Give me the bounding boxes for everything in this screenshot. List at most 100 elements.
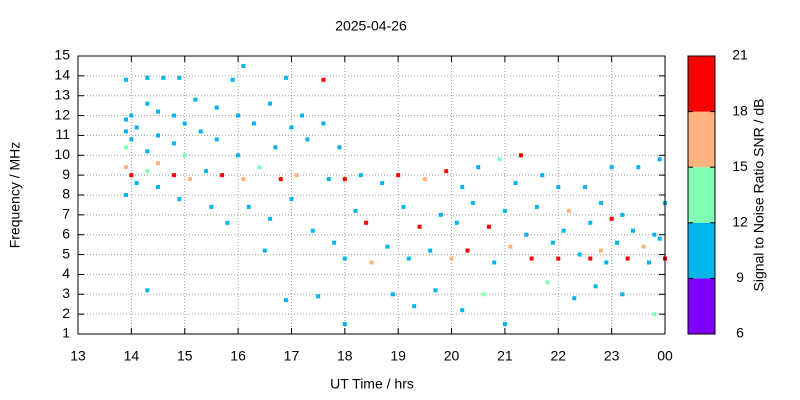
data-point — [460, 308, 465, 313]
data-point — [326, 177, 331, 182]
data-point — [513, 181, 518, 186]
data-point — [657, 236, 662, 241]
data-point — [124, 129, 129, 134]
x-tick-label: 23 — [604, 348, 620, 364]
colorbar-frame — [687, 55, 716, 335]
data-point — [134, 125, 139, 130]
data-point — [353, 208, 358, 213]
data-point — [124, 165, 129, 170]
data-point — [316, 294, 321, 299]
data-point — [172, 141, 177, 146]
plot-frame — [77, 55, 666, 335]
y-tick-label: 6 — [62, 225, 70, 241]
colorbar-tick-label: 21 — [732, 47, 748, 63]
data-point — [182, 121, 187, 126]
y-tick-label: 14 — [54, 67, 70, 83]
data-point — [582, 185, 587, 190]
data-point — [220, 173, 225, 178]
data-point — [577, 252, 582, 257]
data-point — [257, 165, 262, 170]
y-tick-label: 10 — [54, 146, 70, 162]
x-tick-label: 19 — [390, 348, 406, 364]
colorbar-label: Signal to Noise Ratio SNR / dB — [751, 99, 767, 292]
data-point — [481, 292, 486, 297]
data-point — [534, 204, 539, 209]
y-tick-label: 4 — [62, 265, 70, 281]
data-point — [641, 244, 646, 249]
colorbar-tick-label: 12 — [732, 214, 748, 230]
data-point — [646, 260, 651, 265]
data-point — [124, 193, 129, 197]
data-point — [502, 208, 507, 213]
chart-title: 2025-04-26 — [335, 18, 407, 34]
data-point — [561, 228, 566, 233]
colorbar-segment — [688, 111, 715, 168]
data-point — [609, 165, 614, 170]
x-tick-label: 13 — [70, 348, 86, 364]
data-point — [193, 97, 198, 102]
data-point — [598, 200, 603, 205]
data-point — [454, 220, 459, 225]
data-point — [449, 256, 454, 261]
y-axis-label: Frequency / MHz — [7, 142, 23, 249]
x-tick-label: 20 — [444, 348, 460, 364]
data-point — [401, 204, 406, 209]
data-point — [566, 208, 571, 213]
data-point — [246, 204, 251, 209]
data-point — [156, 185, 161, 190]
data-point — [620, 292, 625, 297]
data-point — [652, 312, 657, 317]
data-point — [572, 296, 577, 301]
data-point — [145, 288, 150, 293]
data-point — [145, 75, 150, 80]
data-point — [342, 177, 347, 182]
x-tick-label: 18 — [337, 348, 353, 364]
data-point — [156, 161, 161, 166]
data-point — [124, 117, 129, 122]
data-point — [470, 200, 475, 205]
colorbar-segment — [688, 56, 715, 112]
data-point — [556, 185, 561, 190]
data-point — [134, 181, 139, 186]
data-point — [502, 322, 507, 327]
data-point — [145, 169, 150, 174]
data-point — [289, 125, 294, 130]
data-point — [342, 256, 347, 261]
data-point — [358, 173, 363, 178]
y-tick-label: 11 — [55, 126, 70, 142]
data-point — [465, 248, 470, 253]
data-point — [518, 153, 523, 158]
data-point — [177, 75, 182, 80]
data-point — [300, 113, 305, 118]
data-point — [545, 280, 550, 285]
data-point — [214, 137, 219, 142]
data-point — [268, 216, 273, 221]
x-tick-label: 17 — [284, 348, 300, 364]
y-tick-label: 2 — [62, 305, 70, 321]
data-point — [156, 133, 161, 138]
y-tick-label: 3 — [62, 285, 70, 301]
data-point — [636, 165, 641, 170]
colorbar-segment — [688, 278, 715, 334]
data-point — [604, 260, 609, 265]
x-axis-label: UT Time / hrs — [330, 376, 414, 392]
data-point — [161, 75, 166, 80]
data-point — [188, 177, 193, 182]
data-point — [385, 244, 390, 249]
data-point — [588, 256, 593, 261]
data-point — [156, 109, 161, 114]
colorbar-tick-label: 6 — [736, 325, 744, 341]
data-point — [652, 232, 657, 237]
data-point — [460, 185, 465, 190]
data-point — [332, 240, 337, 245]
data-point — [630, 228, 635, 233]
data-point — [214, 105, 219, 110]
data-point — [625, 256, 630, 261]
x-tick-label: 16 — [230, 348, 246, 364]
data-point — [225, 220, 230, 225]
data-point — [278, 177, 283, 182]
data-point — [529, 256, 534, 261]
data-point — [556, 256, 561, 261]
data-point — [657, 157, 662, 162]
